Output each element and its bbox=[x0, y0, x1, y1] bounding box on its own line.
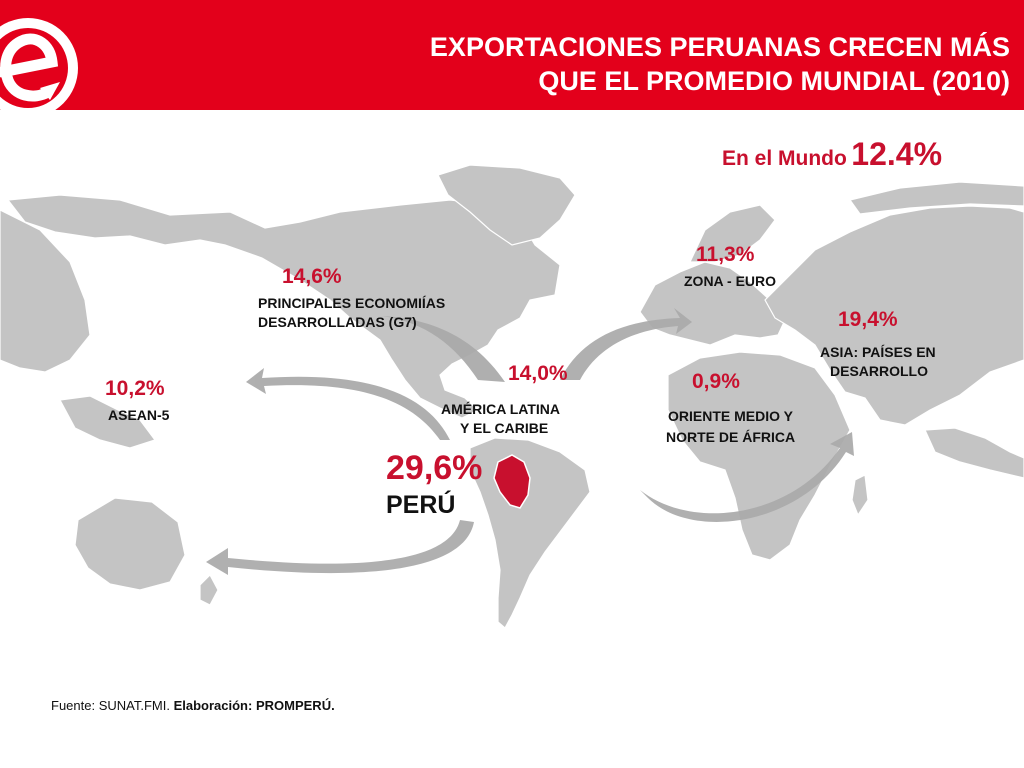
arrow-to-g7 bbox=[382, 316, 505, 382]
page-title: EXPORTACIONES PERUANAS CRECEN MÁS QUE EL… bbox=[370, 30, 1010, 98]
g7-label-line-1: PRINCIPALES ECONOMIÍAS bbox=[258, 295, 446, 311]
world-label: En el Mundo bbox=[722, 147, 847, 170]
greenland-shape bbox=[437, 164, 576, 246]
arrow-to-euro bbox=[560, 308, 692, 380]
asean-label: ASEAN-5 bbox=[108, 407, 170, 423]
scandinavia-shape bbox=[689, 204, 776, 263]
world-map bbox=[0, 164, 1024, 629]
arrow-to-asean bbox=[246, 368, 450, 440]
africa-shape bbox=[667, 351, 851, 561]
peru-percent: 29,6% bbox=[386, 449, 483, 487]
australia-shape bbox=[74, 497, 186, 591]
new-zealand-shape bbox=[199, 574, 219, 606]
arrow-to-australia bbox=[206, 520, 474, 575]
latam-label-line-1: AMÉRICA LATINA bbox=[441, 401, 560, 417]
title-line-2: QUE EL PROMEDIO MUNDIAL (2010) bbox=[538, 66, 1010, 96]
e-arrow-logo-icon bbox=[0, 18, 78, 110]
g7-percent: 14,6% bbox=[282, 265, 342, 288]
source-bold-label: Elaboración: bbox=[173, 698, 253, 713]
title-line-1: EXPORTACIONES PERUANAS CRECEN MÁS bbox=[429, 32, 1010, 62]
latam-label-line-2: Y EL CARIBE bbox=[460, 420, 549, 436]
mena-label-line-1: ORIENTE MEDIO Y bbox=[668, 408, 793, 424]
east-asia-left-shape bbox=[0, 209, 91, 373]
flow-arrows bbox=[206, 308, 854, 575]
south-america-shape bbox=[469, 437, 591, 629]
header-bar: EXPORTACIONES PERUANAS CRECEN MÁS QUE EL… bbox=[0, 0, 1024, 110]
asean-percent: 10,2% bbox=[105, 377, 165, 400]
siberia-shape bbox=[848, 181, 1024, 215]
asia-label-line-1: ASIA: PAÍSES EN bbox=[820, 344, 936, 360]
southeast-asia-shape bbox=[924, 427, 1024, 479]
mena-percent: 0,9% bbox=[692, 370, 740, 393]
peru-label: PERÚ bbox=[386, 491, 456, 519]
mena-label-line-2: NORTE DE ÁFRICA bbox=[666, 429, 796, 445]
asean-islands-shape bbox=[59, 395, 156, 449]
asia-shape bbox=[764, 205, 1024, 426]
madagascar-shape bbox=[851, 474, 869, 517]
euro-label: ZONA - EURO bbox=[684, 273, 777, 289]
continents bbox=[0, 164, 1024, 629]
source-prefix: Fuente: SUNAT.FMI. bbox=[51, 698, 170, 713]
north-america-shape bbox=[6, 194, 561, 419]
source-bold-value: PROMPERÚ. bbox=[255, 698, 335, 713]
source-note: Fuente: SUNAT.FMI. Elaboración: PROMPERÚ… bbox=[51, 698, 335, 713]
asia-percent: 19,4% bbox=[838, 308, 898, 331]
g7-label-line-2: DESARROLLADAS (G7) bbox=[258, 314, 417, 330]
peru-shape bbox=[493, 454, 531, 509]
world-growth: En el Mundo 12.4% bbox=[722, 136, 942, 173]
asia-label-line-2: DESARROLLO bbox=[830, 363, 928, 379]
euro-percent: 11,3% bbox=[696, 243, 755, 266]
latam-percent: 14,0% bbox=[508, 362, 568, 385]
world-value: 12.4% bbox=[851, 136, 943, 172]
